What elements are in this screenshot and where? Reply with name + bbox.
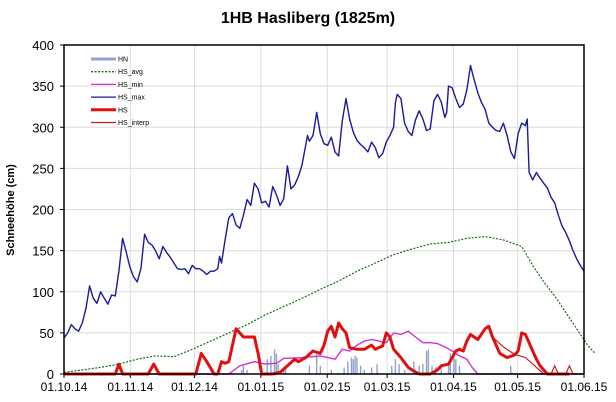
legend-label: HN [118, 57, 128, 64]
x-tick-label: 01.02.15 [304, 380, 351, 394]
x-tick-label: 01.01.15 [238, 380, 285, 394]
legend-label: HS_min [118, 82, 143, 89]
y-tick-label: 50 [40, 326, 54, 341]
series-hs-max [63, 64, 585, 339]
legend-label: HS [118, 107, 128, 114]
x-tick-label: 01.04.15 [430, 380, 477, 394]
y-tick-label: 300 [32, 120, 54, 135]
hn-bars [240, 349, 512, 374]
series-hs-min [64, 330, 584, 375]
y-axis-ticks: 0 50 100 150 200 250 300 350 400 [32, 38, 64, 382]
x-tick-label: 01.05.15 [494, 380, 541, 394]
series-hs [64, 321, 570, 376]
y-tick-label: 0 [47, 367, 54, 382]
chart-title: 1HB Hasliberg (1825m) [220, 10, 396, 27]
legend-label: HS_avg [118, 69, 143, 76]
legend-label: HS_interp [118, 120, 149, 127]
y-tick-label: 350 [32, 79, 54, 94]
y-tick-label: 400 [32, 38, 54, 53]
y-tick-label: 150 [32, 244, 54, 259]
y-tick-label: 250 [32, 161, 54, 176]
legend: HN HS_avg HS_min HS_max HS HS_interp [91, 57, 149, 127]
x-tick-label: 01.03.15 [364, 380, 411, 394]
y-tick-label: 100 [32, 285, 54, 300]
x-axis-ticks: 01.10.14 01.11.14 01.12.14 01.01.15 01.02.15… [41, 374, 608, 394]
gridlines [64, 45, 584, 374]
x-tick-label: 01.10.14 [41, 380, 88, 394]
legend-label: HS_max [118, 95, 145, 102]
x-tick-label: 01.12.14 [171, 380, 218, 394]
x-tick-label: 01.11.14 [107, 380, 153, 394]
x-tick-label: 01.06.15 [561, 380, 608, 394]
y-axis-label: Schneehöhe (cm) [5, 164, 17, 256]
series-hs-avg [63, 236, 596, 373]
series-lines [63, 64, 596, 376]
y-tick-label: 200 [32, 203, 54, 218]
